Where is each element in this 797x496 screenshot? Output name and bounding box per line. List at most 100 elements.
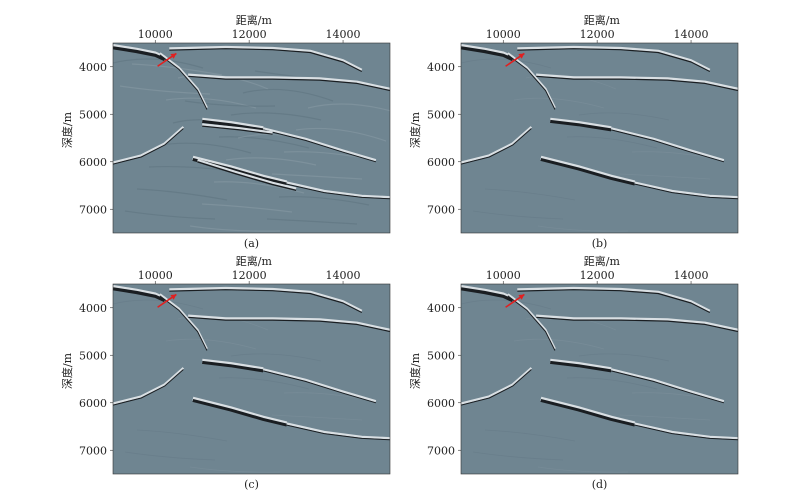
noise-streak: [184, 100, 276, 107]
panel-caption: (b): [592, 237, 608, 250]
y-tick-label: 5000: [79, 349, 107, 362]
y-tick-label: 4000: [427, 302, 455, 315]
y-tick-label: 6000: [79, 156, 107, 169]
noise-streak: [307, 103, 390, 112]
noise-streak: [225, 157, 317, 166]
reflector-second-horizon: [536, 316, 738, 333]
noise-streak: [619, 414, 711, 421]
panel-caption: (a): [244, 237, 259, 250]
reflector-lower-extension: [634, 183, 738, 200]
reflector-second-horizon: [188, 75, 390, 92]
y-tick-label: 5000: [427, 349, 455, 362]
noise-streak: [113, 58, 204, 69]
x-axis-title: 距离/m: [236, 254, 273, 268]
reflector-upper-horizon: [169, 48, 363, 73]
noise-streak: [113, 299, 204, 310]
reflector-lower-multiple-light: [197, 158, 297, 190]
reflector-left-arc-light: [461, 126, 533, 164]
red-arrow-annotation: [505, 293, 525, 308]
fault-line: [507, 295, 556, 351]
noise-streak: [160, 142, 252, 154]
x-tick-label: 14000: [326, 269, 361, 282]
y-tick-label: 6000: [427, 397, 455, 410]
seismic-image-a: 10000 12000 14000 距离/m 4000 5000 6000 7000 深度/m (…: [60, 13, 391, 250]
reflector-middle-multiple-light: [202, 123, 273, 134]
noise-streak: [266, 218, 358, 225]
reflector-lower-multiple: [197, 161, 297, 191]
x-tick-label: 12000: [232, 269, 267, 282]
noise-streak: [189, 225, 281, 232]
reflector-left-arc: [113, 369, 184, 406]
noise-streak: [271, 414, 363, 421]
noise-streak: [513, 97, 605, 109]
reflector-lower-extension-light: [286, 181, 390, 199]
reflector-upper-horizon-light: [517, 45, 711, 71]
noise-streak: [278, 196, 370, 206]
y-tick-label: 4000: [427, 61, 455, 74]
image-background: [461, 43, 738, 233]
noise-streak: [131, 63, 223, 76]
panel-b: 10000 12000 14000 距离/m 4000 5000 6000 7000 深度/m (…: [401, 8, 748, 253]
image-frame: [460, 283, 739, 475]
x-tick-label: 12000: [232, 28, 267, 41]
noise-streak: [566, 377, 658, 390]
reflector-upper-horizon: [517, 48, 711, 73]
reflector-middle-extension-light: [610, 127, 725, 162]
red-arrow-annotation: [157, 293, 177, 308]
x-axis-title: 距离/m: [584, 13, 621, 27]
noise-streak: [566, 136, 658, 149]
noise-streak: [230, 353, 322, 362]
reflector-lower-extension-light: [286, 422, 390, 440]
noise-streak: [230, 112, 322, 121]
fault-line: [159, 54, 208, 110]
x-tick-label: 14000: [674, 269, 709, 282]
fault-line-light: [507, 52, 556, 109]
noise-streak: [619, 173, 711, 180]
image-background: [113, 284, 390, 474]
reflector-top: [461, 287, 514, 303]
noise-streak: [124, 210, 216, 220]
reflector-middle: [202, 360, 264, 373]
noise-streak: [136, 429, 228, 442]
reflector-top: [461, 46, 514, 62]
panel-caption: (d): [592, 478, 608, 491]
reflector-middle-extension-light: [262, 127, 377, 162]
reflector-middle: [202, 119, 264, 132]
noise-streak: [271, 173, 363, 180]
fault-line-light: [507, 293, 556, 350]
panel-d: 10000 12000 14000 距离/m 4000 5000 6000 7000 深度/m (…: [401, 249, 748, 494]
fault-line: [507, 54, 556, 110]
reflector-upper-horizon-light: [169, 45, 363, 71]
noise-streak: [537, 225, 629, 232]
reflector-second-horizon-light: [536, 73, 738, 91]
reflector-lower: [540, 398, 636, 427]
red-arrow-annotation: [157, 52, 177, 67]
y-axis-title: 深度/m: [408, 111, 422, 148]
noise-streak: [218, 136, 310, 149]
noise-streak: [242, 88, 334, 102]
image-frame: [112, 283, 391, 475]
noise-streak: [165, 338, 257, 350]
noise-streak: [513, 338, 605, 350]
y-tick-label: 5000: [427, 108, 455, 121]
reflector-middle-light: [549, 358, 612, 372]
reflector-lower: [192, 398, 288, 427]
reflector-left-arc-light: [113, 367, 185, 405]
reflector-left-arc: [113, 128, 184, 165]
y-tick-label: 6000: [79, 397, 107, 410]
y-tick-label: 5000: [79, 108, 107, 121]
reflector-lower-light: [540, 396, 636, 426]
x-tick-label: 10000: [486, 28, 521, 41]
reflector-lower-light: [192, 396, 288, 426]
panel-caption: (c): [244, 478, 259, 491]
reflector-second-horizon-light: [188, 314, 390, 332]
x-tick-label: 10000: [486, 269, 521, 282]
x-tick-label: 14000: [674, 28, 709, 41]
reflector-lower-extension-light: [634, 181, 738, 199]
image-frame: [112, 42, 391, 234]
reflector-second-horizon-light: [188, 73, 390, 91]
reflector-middle-light: [201, 117, 264, 131]
noise-streak: [461, 58, 552, 69]
reflector-middle-extension-light: [262, 368, 377, 403]
reflector-second-horizon: [536, 75, 738, 92]
